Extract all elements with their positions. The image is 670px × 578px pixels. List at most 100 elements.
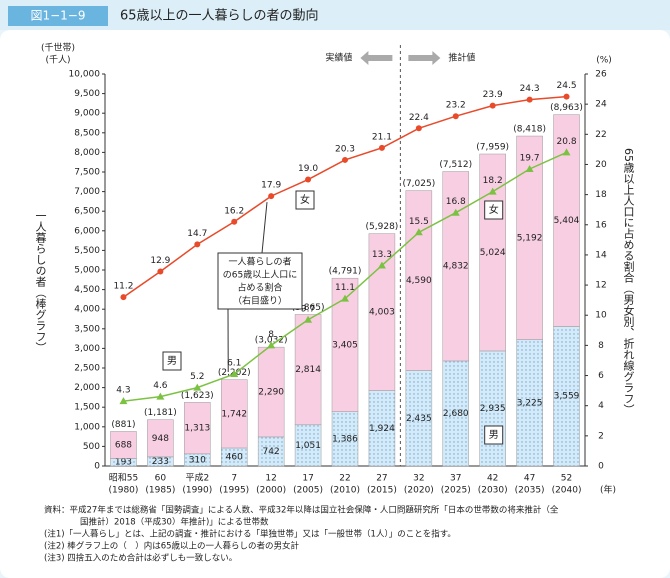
bar-label: 1,742 <box>221 409 247 419</box>
marker <box>194 241 201 248</box>
marker <box>120 294 127 301</box>
line-label: 22.4 <box>409 113 429 123</box>
period-label: 推計値 <box>448 52 475 64</box>
marker <box>489 102 496 109</box>
x-tick-label: 42 <box>487 474 498 484</box>
y-tick-label: 9,500 <box>74 89 100 99</box>
total-label: (7,512) <box>439 160 472 170</box>
x-tick-label: 昭和55 <box>109 473 138 484</box>
bar-label: 4,590 <box>406 276 432 286</box>
legend-label: 女 <box>489 203 499 216</box>
line-label: 4.6 <box>153 381 168 391</box>
x-tick-label: (2025) <box>441 486 471 496</box>
bar-label: 742 <box>263 447 280 457</box>
x-tick-label: (2010) <box>330 486 360 496</box>
y2-tick-label: 14 <box>595 250 607 260</box>
bar-label: 5,404 <box>554 216 580 226</box>
bar-label: 3,405 <box>332 340 358 350</box>
line-label: 11.1 <box>335 283 355 293</box>
marker <box>231 218 238 225</box>
marker <box>378 144 385 151</box>
total-label: (7,025) <box>402 179 435 189</box>
y-unit: (千人) <box>45 55 70 66</box>
bar-label: 2,814 <box>295 365 321 375</box>
note: 資料：平成27年までは総務省「国勢調査」による人数、平成32年以降は国立社会保障… <box>44 505 559 516</box>
bar <box>368 233 396 391</box>
note: (注1)「一人暮らし」とは、上記の調査・推計における「単独世帯」又は「一般世帯（… <box>44 529 456 540</box>
x-tick-label: 60 <box>155 474 167 484</box>
line-label: 9.7 <box>301 304 315 314</box>
line-label: 13.3 <box>372 250 392 260</box>
bar <box>331 411 359 467</box>
x-tick-label: 22 <box>339 474 350 484</box>
callout-text: 占める割合 <box>237 282 282 294</box>
marker <box>377 261 386 269</box>
line-label: 18.2 <box>483 176 503 186</box>
legend-box <box>484 200 504 220</box>
note: (注3) 四捨五入のため合計は必ずしも一致しない。 <box>44 553 237 564</box>
x-tick-label: 12 <box>265 474 276 484</box>
bar-label: 3,225 <box>517 398 543 408</box>
marker <box>268 193 275 200</box>
bar-label: 3,559 <box>554 392 580 402</box>
bar <box>553 326 580 467</box>
x-tick-label: 47 <box>524 474 535 484</box>
bar-label: 310 <box>189 455 206 465</box>
bar-label: 2,935 <box>480 404 506 414</box>
x-tick-label: (2015) <box>367 486 397 496</box>
arrow <box>360 51 393 65</box>
bar <box>442 171 470 362</box>
y2-tick-label: 4 <box>598 401 604 411</box>
y2-tick-label: 6 <box>598 371 604 381</box>
bar <box>184 402 211 455</box>
x-tick-label: (2030) <box>478 486 508 496</box>
y-tick-label: 8,500 <box>74 128 100 138</box>
marker <box>414 228 423 236</box>
y-tick-label: 1,000 <box>74 422 100 432</box>
bar-label: 1,386 <box>332 434 358 444</box>
note: 国推計）2018（平成30）年推計)」による世帯数 <box>80 517 269 528</box>
total-label: (4,791) <box>329 267 362 277</box>
y-tick-label: 2,000 <box>74 383 100 393</box>
y2-axis-title: 65歳以上人口に占める割合（男女別、折れ線グラフ） <box>622 148 635 415</box>
y-tick-label: 6,500 <box>74 207 100 217</box>
chart-title: 65歳以上の一人暮らしの者の動向 <box>120 8 319 24</box>
line-label: 16.8 <box>446 197 466 207</box>
y2-tick-label: 12 <box>595 281 606 291</box>
y-tick-label: 8,000 <box>74 148 100 158</box>
x-tick-label: (1995) <box>219 486 249 496</box>
bar-label: 460 <box>226 452 243 462</box>
y2-tick-label: 26 <box>595 70 607 80</box>
legend-label: 男 <box>489 429 499 441</box>
y2-tick-label: 0 <box>598 462 604 472</box>
x-tick-label: 32 <box>413 474 424 484</box>
x-tick-label: (2020) <box>404 486 434 496</box>
x-tick-label: 平成2 <box>185 472 209 484</box>
x-tick-label: (2005) <box>293 486 323 496</box>
legend-box <box>484 425 504 445</box>
line-label: 14.7 <box>187 229 207 239</box>
x-tick-label: (1980) <box>108 486 138 496</box>
y-tick-label: 5,000 <box>74 266 100 276</box>
marker <box>156 392 165 400</box>
y2-tick-label: 22 <box>595 130 606 140</box>
line-label: 24.3 <box>520 84 540 94</box>
marker <box>267 341 276 349</box>
y-axis-title: 一人暮らしの者（棒グラフ） <box>34 210 47 353</box>
marker <box>451 208 460 216</box>
x-tick-label: (2000) <box>256 486 286 496</box>
callout-text: 一人暮らしの者 <box>228 256 291 268</box>
bar-label: 2,290 <box>258 388 284 398</box>
total-label: (1,623) <box>181 391 214 401</box>
x-tick-label: 27 <box>376 474 387 484</box>
bar-label: 2,680 <box>443 409 469 419</box>
note: (注2) 棒グラフ上の（ ）内は65歳以上の一人暮らしの者の男女計 <box>44 541 300 552</box>
marker <box>342 156 348 163</box>
y-tick-label: 10,000 <box>69 70 101 80</box>
x-tick-label: 37 <box>450 474 461 484</box>
y-tick-label: 0 <box>94 462 100 472</box>
y-tick-label: 6,000 <box>74 226 100 236</box>
total-label: (881) <box>111 420 135 430</box>
y-tick-label: 3,000 <box>74 344 100 354</box>
